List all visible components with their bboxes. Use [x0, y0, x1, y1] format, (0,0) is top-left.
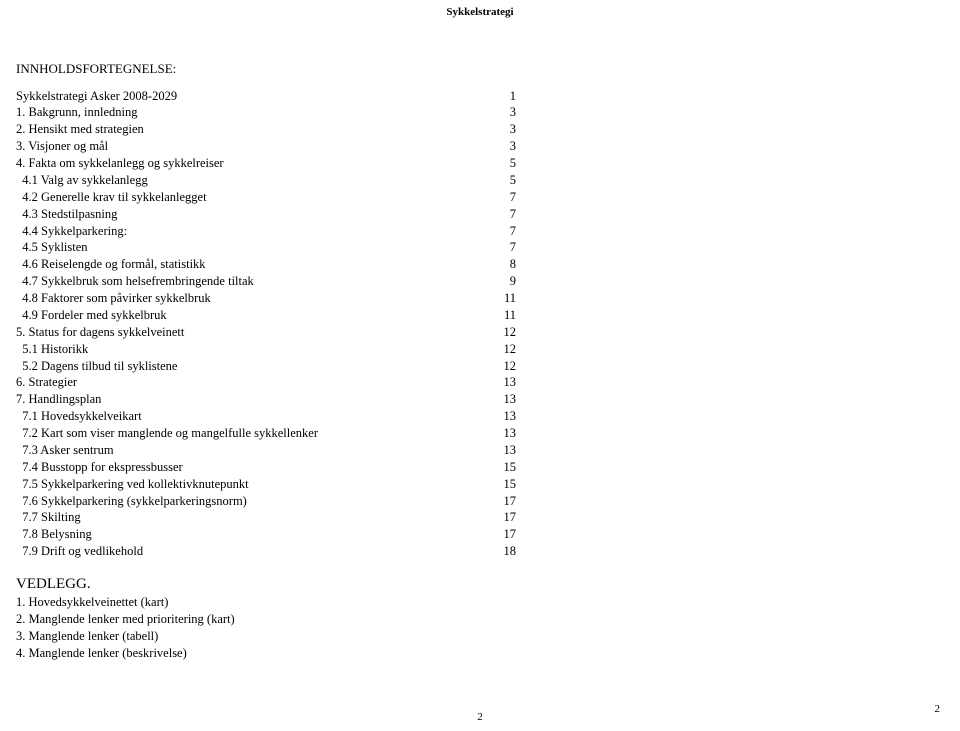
toc-page-number: 12: [492, 324, 516, 341]
toc-label: 5. Status for dagens sykkelveinett: [16, 324, 184, 341]
toc-label: 4.4 Sykkelparkering:: [16, 223, 127, 240]
toc-label: 7. Handlingsplan: [16, 391, 101, 408]
toc-page-number: 3: [492, 104, 516, 121]
toc-row: 7.5 Sykkelparkering ved kollektivknutepu…: [16, 476, 616, 493]
toc-label: 4. Fakta om sykkelanlegg og sykkelreiser: [16, 155, 224, 172]
vedlegg-item: 1. Hovedsykkelveinettet (kart): [16, 594, 616, 611]
toc-page-number: 5: [492, 172, 516, 189]
toc-page-number: 9: [492, 273, 516, 290]
toc-page-number: 13: [492, 374, 516, 391]
toc-page-number: 5: [492, 155, 516, 172]
vedlegg-item: 3. Manglende lenker (tabell): [16, 628, 616, 645]
toc-label: 4.8 Faktorer som påvirker sykkelbruk: [16, 290, 211, 307]
toc-row: 5.2 Dagens tilbud til syklistene 12: [16, 358, 616, 375]
toc-row: 4.2 Generelle krav til sykkelanlegget 7: [16, 189, 616, 206]
toc-row: 7.1 Hovedsykkelveikart 13: [16, 408, 616, 425]
toc-label: 4.6 Reiselengde og formål, statistikk: [16, 256, 206, 273]
document-header-title: Sykkelstrategi: [0, 6, 960, 18]
toc-row: 6. Strategier 13: [16, 374, 616, 391]
toc-label: 7.6 Sykkelparkering (sykkelparkeringsnor…: [16, 493, 247, 510]
toc-page-number: 7: [492, 189, 516, 206]
toc-row: 4. Fakta om sykkelanlegg og sykkelreiser…: [16, 155, 616, 172]
toc-label: 7.9 Drift og vedlikehold: [16, 543, 143, 560]
toc-row: 7.8 Belysning 17: [16, 526, 616, 543]
toc-label: 7.2 Kart som viser manglende og mangelfu…: [16, 425, 318, 442]
toc-row: 4.3 Stedstilpasning 7: [16, 206, 616, 223]
toc-row: 7. Handlingsplan 13: [16, 391, 616, 408]
toc-label: 4.9 Fordeler med sykkelbruk: [16, 307, 167, 324]
toc-label: 5.2 Dagens tilbud til syklistene: [16, 358, 177, 375]
toc-page-number: 7: [492, 239, 516, 256]
toc-label: 7.7 Skilting: [16, 509, 81, 526]
toc-page-number: 15: [492, 476, 516, 493]
vedlegg-block: VEDLEGG. 1. Hovedsykkelveinettet (kart)2…: [16, 574, 616, 662]
toc-page-number: 11: [492, 307, 516, 324]
toc-page-number: 17: [492, 509, 516, 526]
toc-row: 7.3 Asker sentrum 13: [16, 442, 616, 459]
toc-row: Sykkelstrategi Asker 2008-2029 1: [16, 88, 616, 105]
toc-label: 4.7 Sykkelbruk som helsefrembringende ti…: [16, 273, 254, 290]
toc-row: 7.2 Kart som viser manglende og mangelfu…: [16, 425, 616, 442]
toc-label: 7.8 Belysning: [16, 526, 92, 543]
toc-page-number: 15: [492, 459, 516, 476]
toc-page-number: 13: [492, 425, 516, 442]
toc-row: 4.4 Sykkelparkering: 7: [16, 223, 616, 240]
toc-page-number: 7: [492, 206, 516, 223]
footer-page-center: 2: [0, 711, 960, 723]
toc-list: Sykkelstrategi Asker 2008-202911. Bakgru…: [16, 88, 616, 561]
toc-row: 4.1 Valg av sykkelanlegg 5: [16, 172, 616, 189]
toc-label: 7.3 Asker sentrum: [16, 442, 114, 459]
toc-row: 7.6 Sykkelparkering (sykkelparkeringsnor…: [16, 493, 616, 510]
vedlegg-list: 1. Hovedsykkelveinettet (kart)2. Manglen…: [16, 594, 616, 662]
toc-row: 4.7 Sykkelbruk som helsefrembringende ti…: [16, 273, 616, 290]
toc-label: 4.1 Valg av sykkelanlegg: [16, 172, 148, 189]
toc-row: 1. Bakgrunn, innledning 3: [16, 104, 616, 121]
toc-row: 5.1 Historikk 12: [16, 341, 616, 358]
toc-label: Sykkelstrategi Asker 2008-2029: [16, 88, 177, 105]
toc-page-number: 13: [492, 391, 516, 408]
toc-row: 4.8 Faktorer som påvirker sykkelbruk 11: [16, 290, 616, 307]
toc-row: 4.5 Syklisten 7: [16, 239, 616, 256]
toc-heading: INNHOLDSFORTEGNELSE:: [16, 60, 616, 78]
vedlegg-item: 4. Manglende lenker (beskrivelse): [16, 645, 616, 662]
toc-row: 7.9 Drift og vedlikehold 18: [16, 543, 616, 560]
toc-label: 7.1 Hovedsykkelveikart: [16, 408, 142, 425]
toc-label: 7.4 Busstopp for ekspressbusser: [16, 459, 183, 476]
toc-page-number: 12: [492, 341, 516, 358]
toc-label: 5.1 Historikk: [16, 341, 88, 358]
toc-page-number: 11: [492, 290, 516, 307]
toc-label: 4.3 Stedstilpasning: [16, 206, 117, 223]
toc-label: 6. Strategier: [16, 374, 77, 391]
content-area: INNHOLDSFORTEGNELSE: Sykkelstrategi Aske…: [16, 60, 616, 662]
toc-row: 3. Visjoner og mål 3: [16, 138, 616, 155]
footer-page-right: 2: [935, 703, 941, 715]
toc-page-number: 13: [492, 408, 516, 425]
toc-label: 4.5 Syklisten: [16, 239, 88, 256]
toc-label: 1. Bakgrunn, innledning: [16, 104, 138, 121]
toc-page-number: 3: [492, 138, 516, 155]
toc-label: 4.2 Generelle krav til sykkelanlegget: [16, 189, 207, 206]
toc-row: 4.6 Reiselengde og formål, statistikk 8: [16, 256, 616, 273]
toc-page-number: 3: [492, 121, 516, 138]
toc-page-number: 17: [492, 493, 516, 510]
toc-page-number: 18: [492, 543, 516, 560]
vedlegg-item: 2. Manglende lenker med prioritering (ka…: [16, 611, 616, 628]
page: Sykkelstrategi INNHOLDSFORTEGNELSE: Sykk…: [0, 0, 960, 731]
toc-page-number: 1: [492, 88, 516, 105]
vedlegg-title: VEDLEGG.: [16, 574, 616, 594]
toc-row: 7.7 Skilting 17: [16, 509, 616, 526]
toc-page-number: 13: [492, 442, 516, 459]
toc-row: 7.4 Busstopp for ekspressbusser 15: [16, 459, 616, 476]
toc-row: 5. Status for dagens sykkelveinett 12: [16, 324, 616, 341]
toc-label: 2. Hensikt med strategien: [16, 121, 144, 138]
toc-page-number: 8: [492, 256, 516, 273]
toc-page-number: 12: [492, 358, 516, 375]
toc-page-number: 17: [492, 526, 516, 543]
toc-page-number: 7: [492, 223, 516, 240]
toc-row: 4.9 Fordeler med sykkelbruk 11: [16, 307, 616, 324]
toc-row: 2. Hensikt med strategien 3: [16, 121, 616, 138]
toc-label: 3. Visjoner og mål: [16, 138, 108, 155]
toc-label: 7.5 Sykkelparkering ved kollektivknutepu…: [16, 476, 249, 493]
